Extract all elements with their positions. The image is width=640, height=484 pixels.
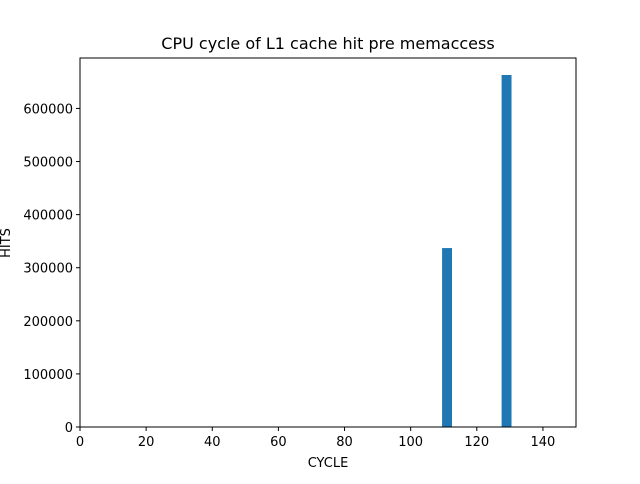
y-tick-label: 300000 — [23, 262, 73, 277]
x-tick-label: 120 — [464, 435, 489, 450]
bar-0 — [442, 248, 452, 427]
y-tick-label: 400000 — [23, 209, 73, 224]
y-tick-label: 600000 — [23, 102, 73, 117]
y-tick-label: 100000 — [23, 368, 73, 383]
x-axis-label: CYCLE — [308, 456, 349, 471]
x-tick-label: 20 — [138, 435, 155, 450]
plot-area: 0 20 40 60 80 100 120 140 0 100000 200000 300000 400… — [23, 57, 577, 450]
y-tick-label: 500000 — [23, 156, 73, 171]
bar-1 — [501, 74, 512, 427]
chart-title: CPU cycle of L1 cache hit pre memaccess — [161, 34, 494, 53]
x-tick-label: 80 — [336, 435, 353, 450]
y-axis-label: HITS — [0, 228, 14, 258]
x-tick-label: 0 — [76, 435, 84, 450]
y-tick-label: 0 — [65, 421, 73, 436]
x-tick-label: 40 — [204, 435, 221, 450]
x-tick-label: 60 — [270, 435, 287, 450]
x-tick-label: 140 — [531, 435, 556, 450]
plot-frame — [79, 57, 577, 428]
x-tick-label: 100 — [398, 435, 423, 450]
y-tick-label: 200000 — [23, 315, 73, 330]
